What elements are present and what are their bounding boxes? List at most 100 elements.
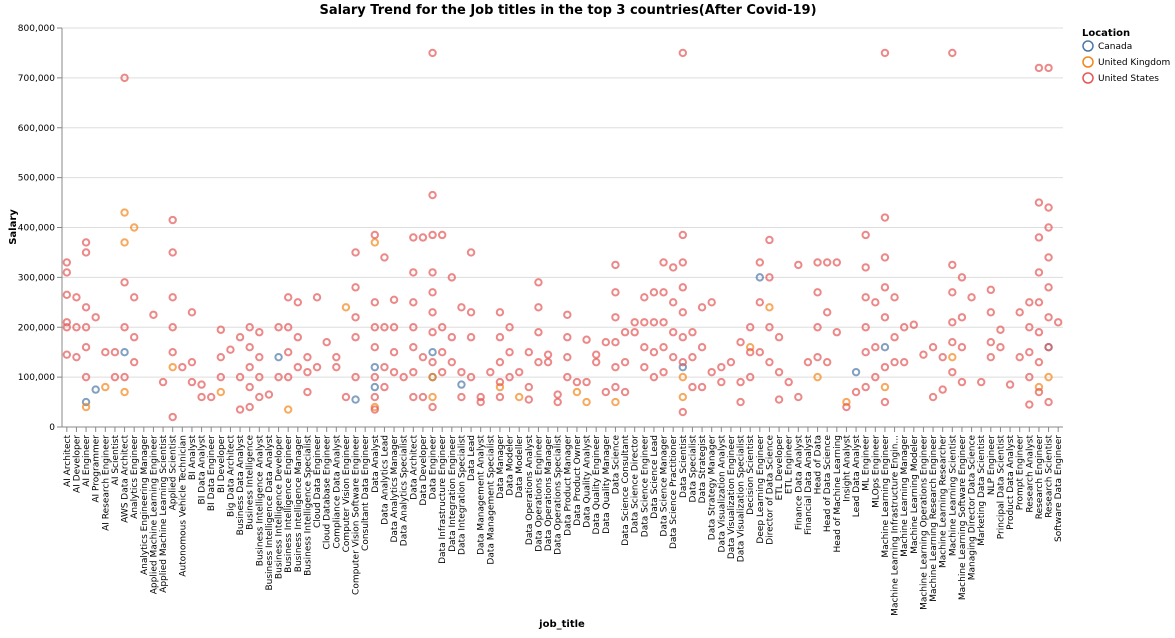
x-tick-label: Compliance Data Analyst (332, 435, 342, 549)
data-point (871, 372, 880, 382)
data-point (842, 397, 851, 407)
data-point (341, 303, 351, 312)
data-point (909, 320, 919, 329)
data-point (120, 372, 129, 382)
data-point (283, 372, 293, 382)
x-tick-label: Head of Data (814, 435, 824, 494)
data-point (91, 385, 100, 394)
data-point (120, 347, 129, 357)
data-point (120, 387, 129, 397)
data-point (81, 402, 91, 412)
data-point (880, 48, 890, 58)
data-point (534, 328, 543, 337)
x-tick-label: NLP Engineer (987, 435, 997, 495)
y-tick-label: 400,000 (18, 224, 55, 234)
data-point (659, 318, 668, 327)
data-point (91, 313, 100, 322)
data-point (1025, 347, 1034, 357)
x-tick-label: Product Data Analyst (1006, 435, 1016, 530)
data-point (640, 362, 649, 372)
data-point (216, 372, 226, 382)
data-point (293, 333, 303, 342)
data-point (784, 377, 793, 387)
x-tick-label: Research Scientist (1045, 435, 1055, 518)
data-point (755, 347, 765, 357)
x-tick-label: Data Science (611, 435, 621, 495)
data-point (553, 390, 562, 399)
x-tick-label: Autonomous Vehicle Technician (178, 435, 188, 577)
x-tick-label: Data Visualization Specialist (737, 435, 747, 563)
x-tick-label: Machine Learning Infrastructure Engin... (891, 435, 901, 616)
data-point (370, 298, 380, 307)
x-tick-label: Deep Learning Engineer (756, 435, 766, 544)
data-point (197, 380, 206, 389)
data-point (312, 293, 322, 302)
data-point (899, 323, 909, 332)
x-tick-label: Data Developer (419, 435, 429, 506)
data-point (871, 298, 880, 307)
data-point (736, 397, 745, 407)
data-point (774, 367, 784, 377)
data-point (678, 362, 688, 372)
data-point (659, 258, 668, 267)
data-point (717, 362, 726, 372)
data-point (572, 377, 582, 387)
legend-symbol (1082, 40, 1094, 52)
data-point (81, 238, 91, 247)
data-point (370, 405, 380, 414)
data-point (601, 338, 611, 347)
data-point (591, 350, 601, 359)
x-tick-label: Head of Machine Learning (833, 435, 843, 553)
data-point (129, 357, 139, 367)
x-tick-label: Data Science Engineer (640, 435, 650, 537)
data-point (620, 328, 630, 337)
data-point (659, 343, 668, 352)
data-point (62, 258, 72, 267)
data-point (563, 352, 572, 362)
data-point (678, 48, 688, 58)
data-point (582, 335, 591, 344)
x-tick-label: Computer Vision Engineer (342, 435, 352, 553)
data-point (697, 343, 707, 352)
data-point (110, 347, 120, 357)
x-tick-label: Business Intelligence Specialist (303, 435, 313, 576)
data-point (178, 362, 187, 372)
data-point (659, 367, 668, 377)
data-point (601, 387, 611, 397)
data-point (659, 288, 668, 297)
x-tick-label: Finance Data Analyst (794, 435, 804, 531)
data-point (389, 367, 399, 377)
data-point (1034, 233, 1044, 242)
chart-title: Salary Trend for the Job titles in the t… (319, 3, 816, 18)
x-tick-label: MLOps Engineer (871, 435, 881, 508)
data-point (967, 293, 976, 302)
data-point (351, 248, 360, 257)
data-point (370, 382, 380, 392)
x-tick-label: Cloud Database Engineer (323, 435, 333, 550)
data-point (745, 323, 755, 332)
data-point (457, 367, 466, 377)
x-tick-label: Applied Machine Learning Engineer (149, 435, 159, 595)
data-point (341, 392, 351, 402)
x-tick-label: Data Specialist (688, 435, 698, 503)
x-tick-label: Data Quality Analyst (583, 435, 593, 528)
x-tick-label: Data Visualization Engineer (727, 435, 737, 559)
data-point (120, 278, 129, 287)
data-point (668, 328, 678, 337)
data-point (129, 333, 139, 342)
data-point (437, 347, 447, 357)
data-point (765, 235, 774, 245)
data-point (120, 208, 129, 217)
legend: Location Canada United Kingdom United Stat… (1082, 28, 1170, 84)
data-point (283, 405, 293, 414)
data-point (630, 328, 639, 337)
x-tick-label: Computer Vision Software Engineer (352, 435, 362, 595)
data-point (524, 347, 534, 357)
data-point (755, 258, 765, 267)
x-tick-label: Machine Learning Operations Engineer (919, 435, 929, 610)
x-tick-label: Managing Director Data Science (968, 435, 978, 581)
data-point (1034, 328, 1044, 337)
x-tick-label: Data Lead (467, 435, 477, 481)
data-point (514, 392, 524, 402)
